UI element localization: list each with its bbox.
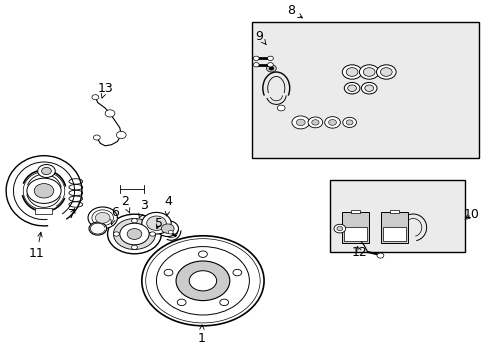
Text: 3: 3: [139, 199, 148, 218]
Circle shape: [34, 184, 54, 198]
Circle shape: [307, 117, 322, 128]
Circle shape: [364, 85, 373, 91]
Text: 13: 13: [97, 82, 113, 98]
Bar: [35, 208, 52, 214]
Circle shape: [127, 229, 142, 239]
Circle shape: [363, 68, 374, 76]
Circle shape: [146, 216, 166, 230]
Circle shape: [342, 117, 356, 127]
Circle shape: [219, 299, 228, 306]
Text: 4: 4: [164, 195, 172, 216]
Circle shape: [105, 110, 115, 117]
Circle shape: [41, 167, 51, 175]
Text: 8: 8: [286, 4, 302, 18]
Circle shape: [189, 271, 216, 291]
Circle shape: [168, 230, 173, 234]
Text: 7: 7: [68, 208, 76, 221]
Circle shape: [291, 116, 309, 129]
Circle shape: [92, 95, 99, 100]
Circle shape: [149, 232, 155, 236]
Circle shape: [116, 131, 126, 139]
Bar: [251, 22, 478, 158]
Circle shape: [296, 119, 305, 126]
Circle shape: [131, 245, 137, 249]
Circle shape: [347, 85, 356, 91]
Circle shape: [145, 239, 260, 323]
Circle shape: [376, 253, 383, 258]
Circle shape: [344, 82, 359, 94]
Circle shape: [161, 224, 174, 233]
Circle shape: [156, 247, 249, 315]
Circle shape: [38, 165, 55, 177]
Circle shape: [311, 120, 319, 125]
Circle shape: [380, 68, 391, 76]
Circle shape: [176, 261, 229, 301]
Text: 10: 10: [463, 208, 479, 221]
Circle shape: [324, 117, 340, 128]
Circle shape: [198, 251, 207, 257]
Circle shape: [177, 299, 186, 306]
Bar: [350, 210, 359, 213]
Circle shape: [376, 65, 395, 79]
Text: 9: 9: [255, 30, 265, 44]
Circle shape: [346, 68, 357, 76]
Circle shape: [95, 212, 110, 223]
Circle shape: [92, 210, 113, 226]
Circle shape: [266, 65, 276, 72]
Circle shape: [336, 226, 342, 231]
Circle shape: [342, 65, 361, 79]
Bar: [383, 227, 406, 241]
Bar: [342, 212, 368, 243]
Circle shape: [142, 212, 171, 234]
Circle shape: [113, 219, 155, 249]
Circle shape: [88, 207, 117, 229]
Circle shape: [267, 56, 273, 60]
Circle shape: [267, 63, 273, 67]
Text: 5: 5: [155, 217, 163, 230]
Circle shape: [89, 222, 106, 235]
Circle shape: [93, 135, 100, 140]
Circle shape: [328, 120, 336, 125]
Circle shape: [361, 82, 376, 94]
Bar: [329, 180, 464, 252]
Bar: [344, 227, 366, 241]
Circle shape: [120, 223, 149, 245]
Circle shape: [157, 221, 178, 237]
Circle shape: [107, 214, 161, 254]
Circle shape: [333, 224, 345, 233]
Bar: [381, 212, 407, 243]
Circle shape: [253, 56, 259, 60]
Circle shape: [253, 63, 259, 67]
Circle shape: [277, 105, 285, 111]
Circle shape: [232, 269, 241, 276]
Text: 6: 6: [110, 206, 119, 225]
Bar: [389, 210, 398, 213]
Text: 1: 1: [198, 325, 205, 345]
Circle shape: [131, 219, 137, 223]
Circle shape: [27, 178, 61, 203]
Text: 11: 11: [29, 232, 44, 260]
Text: 2: 2: [121, 195, 130, 213]
Circle shape: [346, 120, 352, 125]
Circle shape: [359, 65, 378, 79]
Circle shape: [142, 236, 264, 326]
Text: 12: 12: [351, 246, 366, 258]
Circle shape: [268, 67, 273, 70]
Circle shape: [164, 269, 173, 276]
Circle shape: [113, 232, 119, 236]
